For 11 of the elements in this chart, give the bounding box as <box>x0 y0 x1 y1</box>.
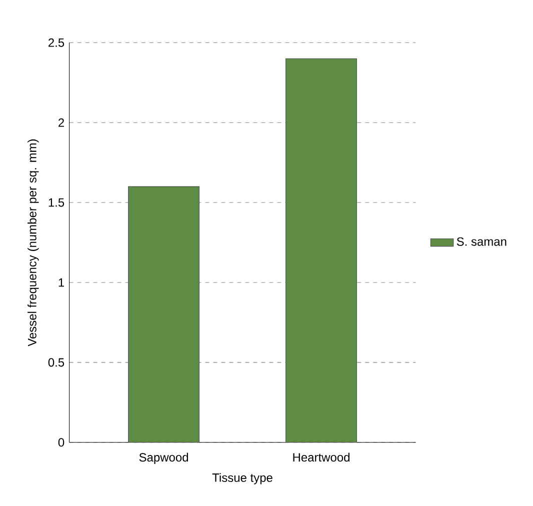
y-tick-label: 2.5 <box>48 38 64 47</box>
legend-label: S. saman <box>456 237 506 246</box>
y-axis-title: Vessel frequency (number per sq. mm) <box>28 139 39 346</box>
x-axis-title: Tissue type <box>212 472 272 484</box>
y-tick-label: 0 <box>58 438 64 446</box>
x-tick-label: Heartwood <box>293 452 350 462</box>
y-tick-label: 1.5 <box>48 198 64 207</box>
x-tick-label: Sapwood <box>139 452 188 464</box>
y-tick-label: 1 <box>58 278 64 286</box>
y-tick-label: 2 <box>58 118 64 127</box>
y-tick-label: 0.5 <box>48 358 64 367</box>
